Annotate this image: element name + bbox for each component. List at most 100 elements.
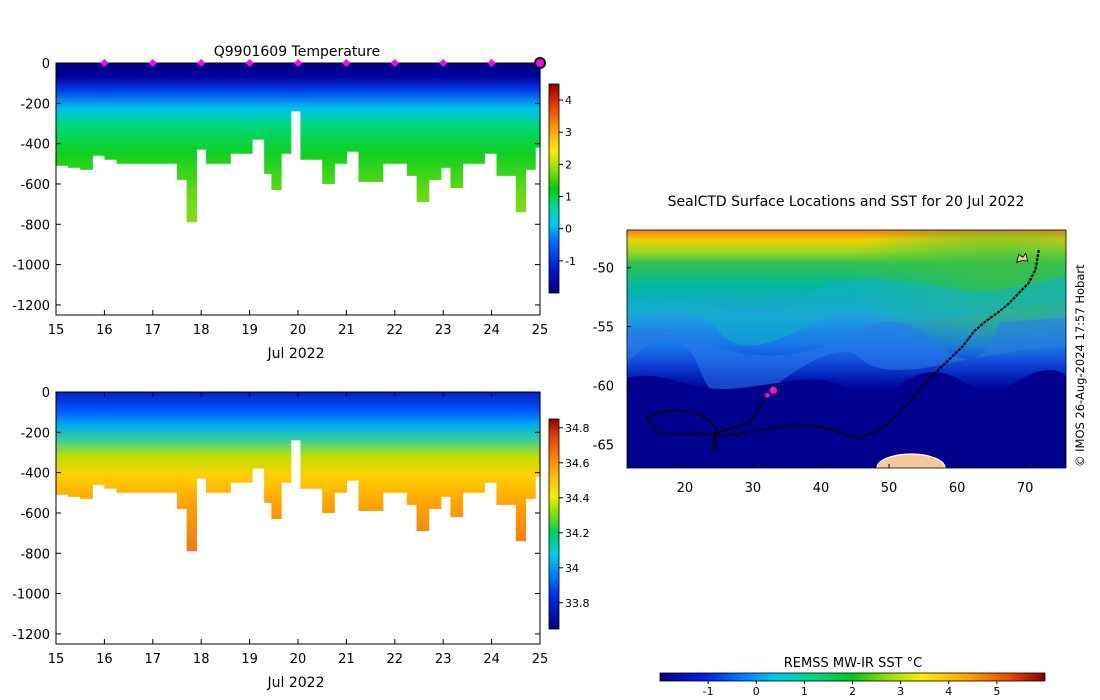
profile-column [242,392,253,483]
x-tick-label: 16 [96,323,113,338]
salinity-colorbar-ticks: 33.8 34 34.2 34.4 34.6 34.8 [559,422,590,610]
y-tick-label: -600 [20,507,50,522]
profile-column [164,63,178,164]
current-location-marker [768,384,779,396]
profile-column [271,63,282,191]
profile-column [128,392,142,493]
x-tick-label: 21 [338,323,355,338]
x-tick-label: 20 [290,652,307,667]
temperature-x-ticks: 15 16 17 18 19 20 21 22 23 24 25 [48,63,548,338]
profile-column [290,392,302,441]
profile-column [450,392,464,517]
x-tick-label: 22 [387,652,404,667]
sst-colorbar-tick-label: 1 [801,685,808,698]
profile-column [92,392,105,485]
profile-column [346,392,360,481]
profile-column [358,392,372,511]
sst-colorbar-ticks: -1 0 1 2 3 4 5 [703,681,1000,698]
profile-column [152,63,166,164]
profile-column [56,63,69,166]
colorbar-tick-label: 2 [565,158,572,171]
x-tick-label: 16 [96,652,113,667]
profile-column [440,392,452,497]
profile-column [177,63,188,180]
temperature-profiles [56,63,541,223]
profile-column [322,63,335,184]
x-tick-label: 23 [435,323,452,338]
colorbar-tick-label: 1 [565,191,572,204]
y-tick-label: -200 [20,97,50,112]
profile-column [535,63,541,148]
x-tick-label: 18 [193,323,210,338]
map-x-tick-label: 50 [881,481,898,496]
salinity-profiles [56,392,541,552]
surface-marker [197,59,206,67]
profile-column [56,392,69,495]
x-tick-label: 22 [387,323,404,338]
x-tick-label: 20 [290,323,307,338]
profile-column [300,392,314,489]
salinity-y-ticks: 0 -200 -400 -600 -800 -1000 -1200 [12,386,540,643]
profile-column [128,63,142,164]
temperature-title: Q9901609 Temperature [214,44,381,60]
profile-column [370,392,384,511]
profile-column [242,63,253,154]
x-tick-label: 15 [48,323,65,338]
profile-column [515,63,527,213]
profile-column [186,63,197,223]
y-tick-label: -800 [20,218,50,233]
profile-column [525,63,536,170]
profile-column [484,63,498,154]
profile-column [104,392,118,489]
colorbar-tick-label: 33.8 [565,597,590,610]
profile-column [196,63,207,150]
x-tick-label: 25 [532,652,549,667]
previous-location-marker [765,392,770,398]
profile-column [300,63,314,160]
profile-column [140,63,154,164]
colorbar-tick-label: 4 [565,94,572,107]
kerguelen-island [1016,252,1029,263]
profile-column [264,392,272,503]
surface-marker [390,59,399,67]
profile-column [164,392,178,493]
profile-column [322,392,335,513]
profile-column [496,392,507,505]
salinity-x-label: Jul 2022 [267,675,325,691]
profile-column [515,392,527,542]
x-tick-label: 18 [193,652,210,667]
map-y-tick-label: -50 [593,262,614,277]
surface-marker [342,59,351,67]
seal-track [645,249,1040,453]
profile-column [440,63,452,168]
profile-column [416,63,430,203]
profile-column [312,63,323,160]
profile-column [92,63,105,156]
sst-field [627,230,1066,468]
profile-column [206,392,219,493]
y-tick-label: -400 [20,467,50,482]
profile-column [290,63,302,112]
profile-column [394,392,408,493]
profile-column [218,63,231,164]
profile-column [394,63,408,164]
profile-column [196,392,207,479]
y-tick-label: 0 [42,386,50,401]
sst-colorbar-label: REMSS MW-IR SST °C [784,656,923,671]
colorbar-tick-label: 0 [565,223,572,236]
temperature-colorbar-ticks: -1 0 1 2 3 4 [559,94,576,268]
y-tick-label: -600 [20,178,50,193]
x-tick-label: 17 [145,652,162,667]
x-tick-label: 23 [435,652,452,667]
map-y-tick-label: -65 [593,438,614,453]
profile-column [406,63,418,176]
map-x-tick-label: 30 [745,481,762,496]
profile-column [474,392,485,493]
surface-marker [294,59,302,67]
sst-colorbar [659,672,1046,682]
surface-marker [439,59,448,67]
map-y-tick-label: -60 [593,380,614,395]
colorbar-tick-label: 3 [565,126,572,139]
x-tick-label: 24 [483,323,500,338]
map-y-ticks: -50 -55 -60 -65 [593,262,631,453]
